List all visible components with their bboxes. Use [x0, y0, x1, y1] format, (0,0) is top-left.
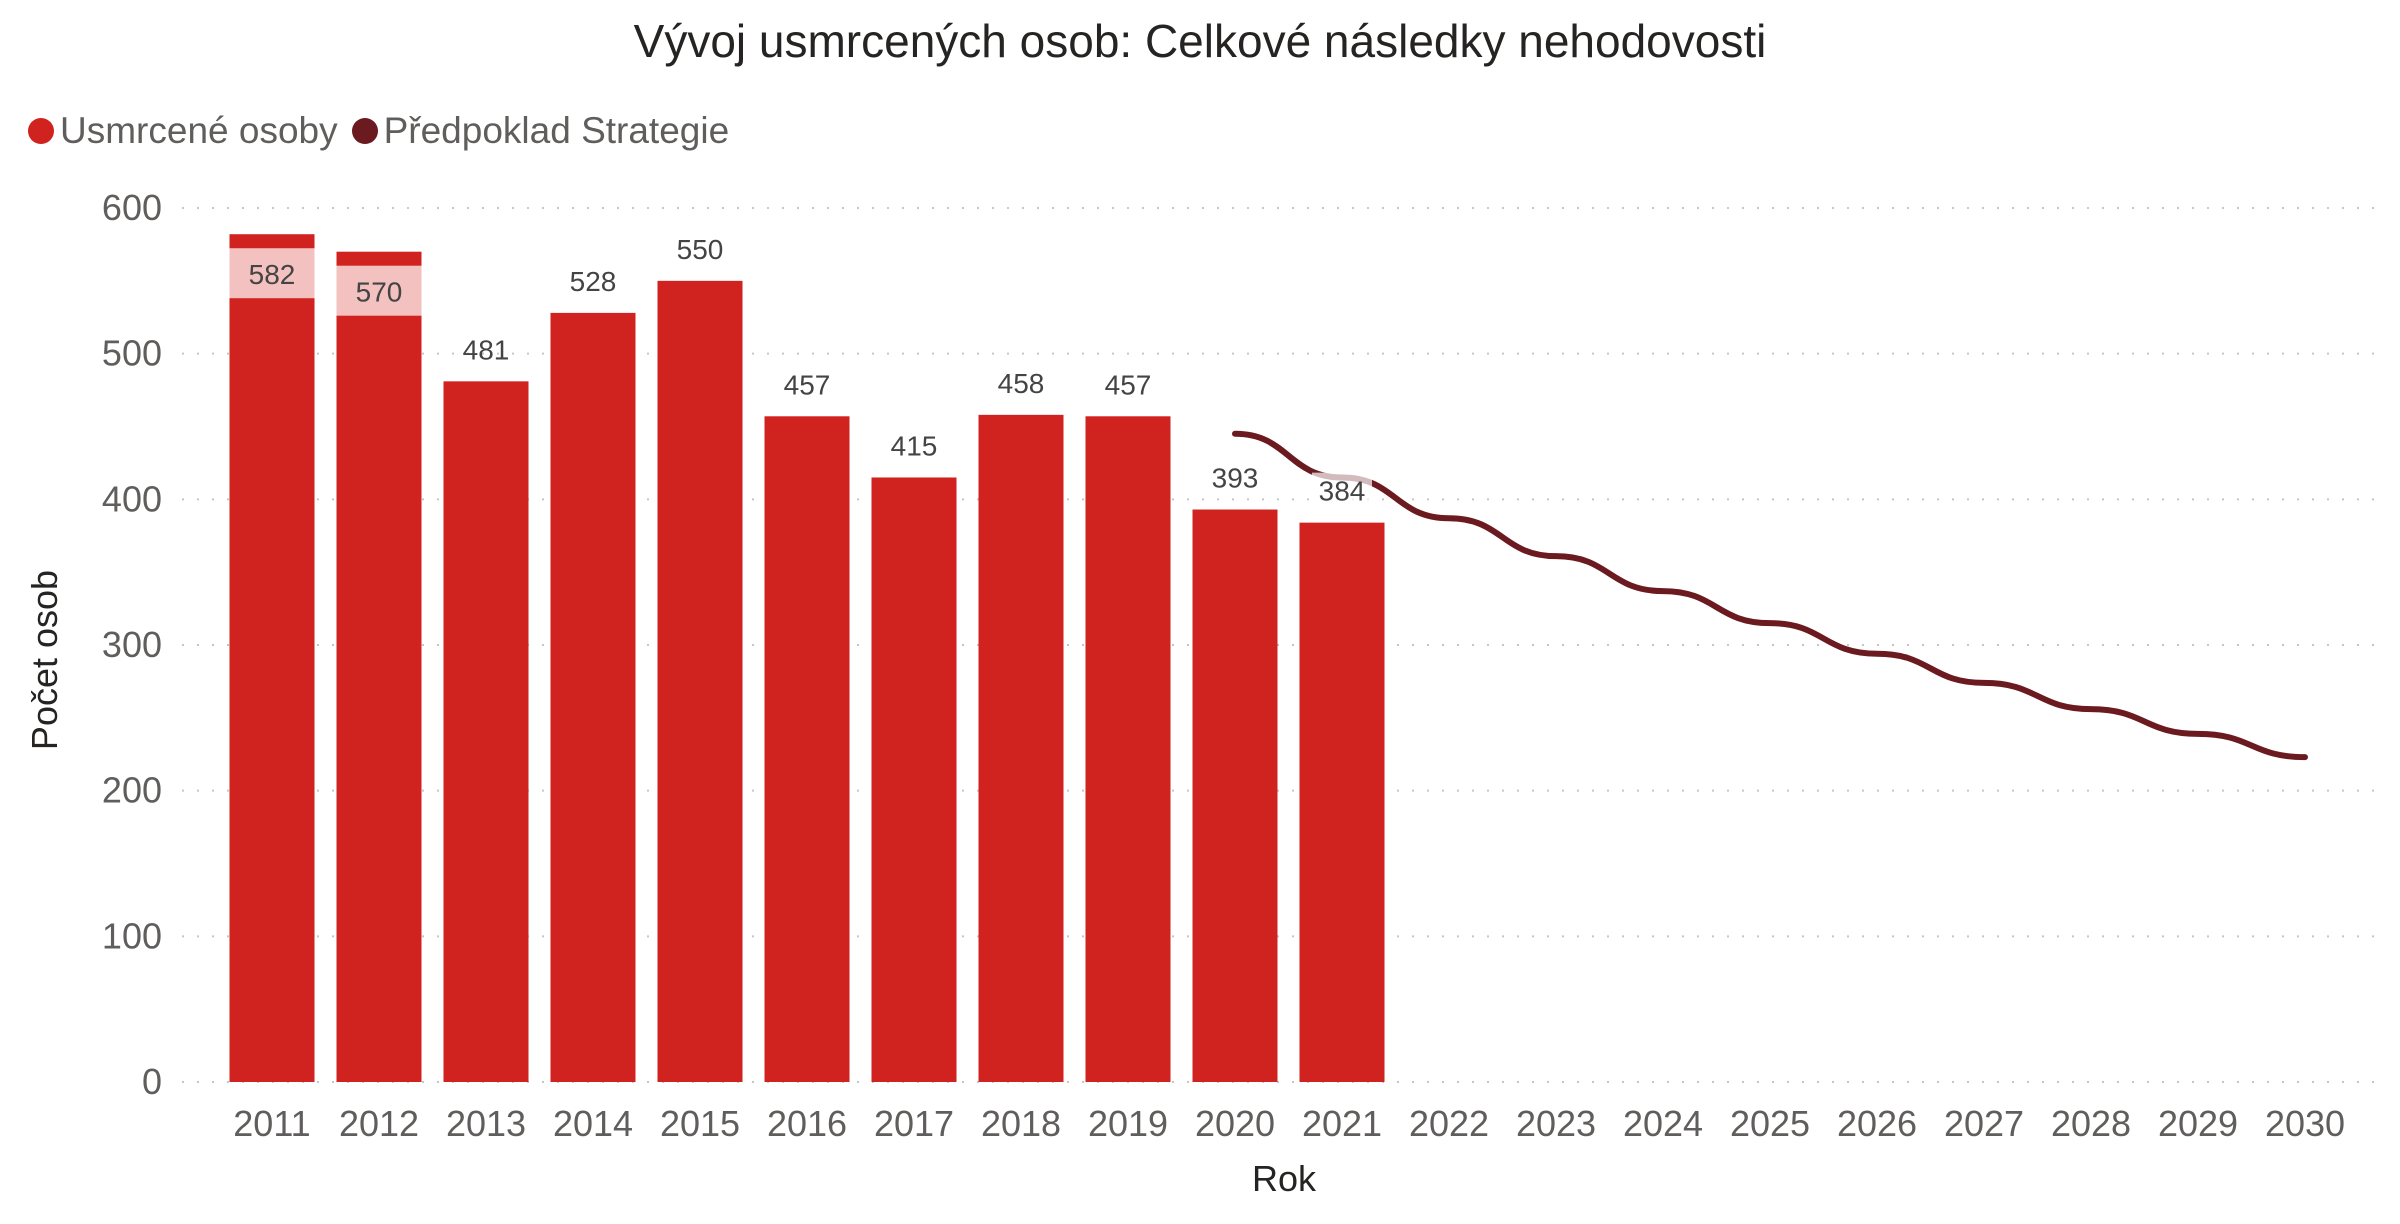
x-tick-label: 2018	[981, 1103, 1061, 1144]
bar-data-label: 457	[784, 369, 831, 400]
x-tick-label: 2030	[2265, 1103, 2345, 1144]
x-tick-label: 2014	[553, 1103, 633, 1144]
bar-data-label: 457	[1105, 369, 1152, 400]
forecast-line[interactable]	[1232, 430, 2308, 761]
bar-data-label: 550	[677, 234, 724, 265]
bar-data-label: 384	[1319, 476, 1366, 507]
data-label-background	[336, 265, 422, 316]
x-tick-label: 2022	[1409, 1103, 1489, 1144]
legend-item-predpoklad-strategie[interactable]: Předpoklad Strategie	[351, 110, 730, 152]
y-tick-label: 200	[102, 770, 162, 811]
bar[interactable]	[657, 280, 743, 1082]
x-tick-label: 2011	[233, 1103, 310, 1144]
bar[interactable]	[1299, 522, 1385, 1082]
bar-data-label: 570	[356, 277, 403, 308]
x-tick-label: 2024	[1623, 1103, 1703, 1144]
bar[interactable]	[764, 416, 850, 1082]
y-tick-label: 600	[102, 187, 162, 228]
y-tick-label: 400	[102, 478, 162, 519]
x-tick-label: 2026	[1837, 1103, 1917, 1144]
x-tick-label: 2023	[1516, 1103, 1596, 1144]
chart-title: Vývoj usmrcených osob: Celkové následky …	[633, 15, 1767, 67]
x-tick-label: 2012	[339, 1103, 419, 1144]
bar-data-label: 528	[570, 266, 617, 297]
bar-data-label: 393	[1212, 463, 1259, 494]
bar-data-label: 481	[463, 334, 510, 365]
bar[interactable]	[550, 312, 636, 1082]
legend-label: Usmrcené osoby	[60, 110, 338, 151]
bar[interactable]	[336, 251, 422, 1082]
legend-dot-icon	[28, 118, 54, 144]
x-tick-label: 2016	[767, 1103, 847, 1144]
bar[interactable]	[978, 414, 1064, 1082]
x-tick-label: 2015	[660, 1103, 740, 1144]
x-tick-label: 2019	[1088, 1103, 1168, 1144]
x-tick-label: 2017	[874, 1103, 954, 1144]
x-tick-label: 2025	[1730, 1103, 1810, 1144]
legend-dot-icon	[351, 118, 378, 144]
x-tick-label: 2029	[2158, 1103, 2238, 1144]
legend: Usmrcené osoby Předpoklad Strategie	[28, 110, 743, 152]
legend-item-usmrcene-osoby[interactable]: Usmrcené osoby	[28, 110, 338, 152]
y-tick-label: 500	[102, 333, 162, 374]
bar-data-label: 458	[998, 368, 1045, 399]
data-label-halo	[1312, 472, 1372, 507]
legend-label: Předpoklad Strategie	[383, 110, 730, 151]
bar[interactable]	[443, 381, 529, 1082]
x-tick-label: 2028	[2051, 1103, 2131, 1144]
x-tick-label: 2027	[1944, 1103, 2024, 1144]
bar[interactable]	[229, 234, 315, 1083]
data-label-background	[229, 248, 315, 299]
x-tick-label: 2021	[1302, 1103, 1382, 1144]
bar-data-label: 582	[249, 259, 296, 290]
bar[interactable]	[1192, 509, 1278, 1082]
y-tick-label: 0	[142, 1061, 162, 1102]
bar[interactable]	[1085, 416, 1171, 1082]
x-tick-label: 2020	[1195, 1103, 1275, 1144]
y-tick-label: 300	[102, 624, 162, 665]
x-tick-label: 2013	[446, 1103, 526, 1144]
bar[interactable]	[871, 477, 957, 1082]
data-label-halo	[1205, 459, 1265, 494]
y-tick-label: 100	[102, 915, 162, 956]
bar-data-label: 415	[891, 430, 938, 461]
x-axis-title: Rok	[1252, 1158, 1317, 1199]
